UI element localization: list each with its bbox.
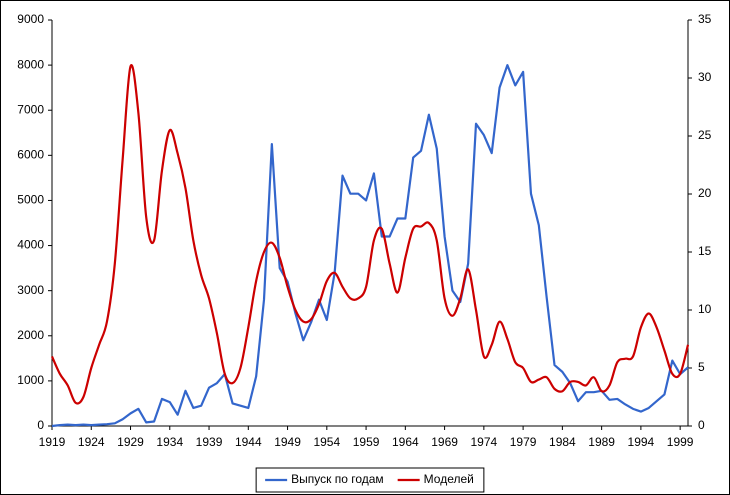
y2-tick-label: 0 [698,418,705,432]
x-tick-label: 1979 [510,435,537,449]
x-tick-label: 1994 [628,435,655,449]
series-line [50,64,690,405]
y2-tick-label: 5 [698,360,705,374]
y2-tick-label: 30 [698,70,712,84]
y-tick-label: 5000 [17,193,44,207]
x-tick-label: 1959 [353,435,380,449]
y-tick-label: 0 [37,418,44,432]
legend-label: Выпуск по годам [291,472,384,486]
x-tick-label: 1929 [117,435,144,449]
y-tick-label: 3000 [17,283,44,297]
legend-label: Моделей [424,472,474,486]
x-tick-label: 1919 [39,435,66,449]
y-tick-label: 6000 [17,148,44,162]
x-tick-label: 1974 [471,435,498,449]
y2-tick-label: 20 [698,186,712,200]
y2-tick-label: 25 [698,128,712,142]
y-tick-label: 4000 [17,238,44,252]
series-line [51,64,689,428]
x-tick-label: 1924 [78,435,105,449]
x-tick-label: 1969 [431,435,458,449]
y-tick-label: 7000 [17,102,44,116]
x-tick-label: 1939 [196,435,223,449]
y2-tick-label: 35 [698,12,712,26]
y2-tick-label: 10 [698,302,712,316]
y2-tick-label: 15 [698,244,712,258]
x-tick-label: 1989 [588,435,615,449]
x-tick-label: 1954 [313,435,340,449]
legend-box [255,467,485,493]
x-tick-label: 1964 [392,435,419,449]
legend: Выпуск по годам Моделей [255,467,485,493]
y-tick-label: 2000 [17,328,44,342]
x-tick-label: 1944 [235,435,262,449]
y-tick-label: 1000 [17,373,44,387]
x-tick-label: 1999 [667,435,694,449]
x-tick-label: 1934 [156,435,183,449]
x-tick-label: 1984 [549,435,576,449]
x-tick-label: 1949 [274,435,301,449]
y-tick-label: 9000 [17,12,44,26]
y-tick-label: 8000 [17,57,44,71]
